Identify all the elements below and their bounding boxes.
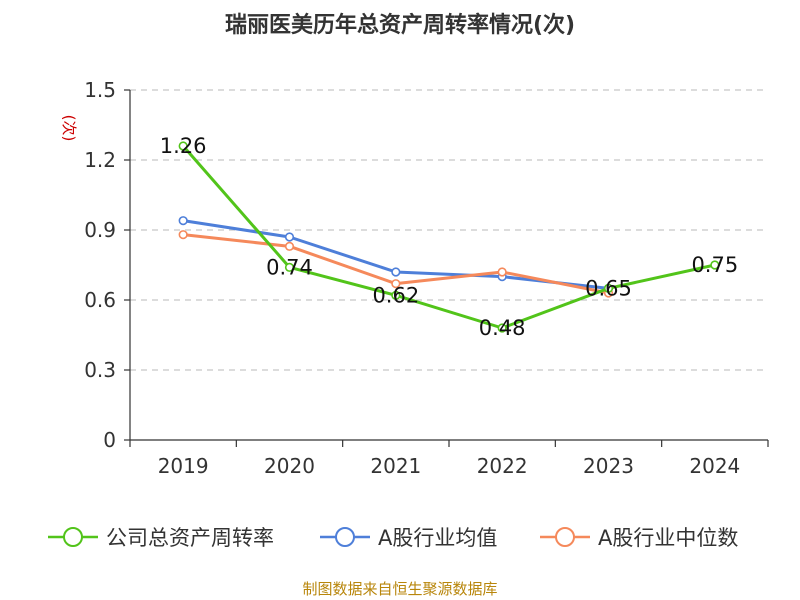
y-tick-label: 0.6 [84, 288, 116, 312]
gridlines [130, 89, 768, 371]
legend-marker-icon [555, 527, 575, 547]
x-tick-label: 2022 [477, 454, 528, 478]
data-label: 0.48 [479, 316, 526, 340]
y-axis-unit-label: (次) [60, 115, 78, 142]
legend: 公司总资产周转率 A股行业均值 A股行业中位数 [48, 526, 738, 550]
x-tick-label: 2019 [158, 454, 209, 478]
data-point [178, 230, 188, 240]
series-line [182, 219, 609, 290]
x-tick-label: 2020 [264, 454, 315, 478]
chart-title: 瑞丽医美历年总资产周转率情况(次) [225, 12, 575, 38]
data-labels: 1.26 0.74 0.62 0.48 0.65 0.75 [160, 134, 738, 340]
y-tick-label: 0 [103, 428, 116, 452]
data-point [603, 283, 614, 293]
data-point [178, 141, 188, 151]
data-label: 0.74 [266, 255, 313, 279]
y-tick-label: 1.5 [84, 78, 116, 102]
data-label: 1.26 [160, 134, 207, 158]
legend-label: 公司总资产周转率 [106, 526, 274, 550]
data-point [284, 262, 295, 272]
data-label: 0.62 [372, 283, 419, 307]
legend-marker-icon [335, 527, 355, 547]
data-point [710, 260, 720, 270]
series-line [182, 145, 716, 330]
source-note: 制图数据来自恒生聚源数据库 [302, 580, 497, 598]
data-point [178, 216, 188, 226]
data-point [391, 290, 401, 300]
y-tick-label: 1.2 [84, 148, 116, 172]
x-tick-label: 2024 [689, 454, 740, 478]
data-point [497, 323, 507, 333]
x-tick-label: 2023 [583, 454, 634, 478]
data-point [284, 241, 295, 251]
series-lines [178, 141, 720, 333]
legend-label: A股行业均值 [378, 526, 497, 550]
data-label: 0.65 [585, 276, 632, 300]
legend-item[interactable]: A股行业中位数 [540, 526, 738, 550]
legend-marker-icon [63, 527, 83, 547]
legend-label: A股行业中位数 [598, 526, 738, 550]
data-point [391, 279, 401, 289]
y-tick-label: 0.3 [84, 358, 116, 382]
data-label: 0.75 [691, 253, 738, 277]
data-point [284, 232, 295, 242]
y-tick-label: 0.9 [84, 218, 116, 242]
x-tick-label: 2021 [370, 454, 421, 478]
data-point [497, 267, 507, 277]
legend-item[interactable]: A股行业均值 [320, 526, 497, 550]
legend-item[interactable]: 公司总资产周转率 [48, 526, 274, 550]
axes: 0 0.3 0.6 0.9 1.2 1.5 2019 2020 2021 2022 2023 2024 [84, 78, 769, 478]
data-point [391, 267, 401, 277]
